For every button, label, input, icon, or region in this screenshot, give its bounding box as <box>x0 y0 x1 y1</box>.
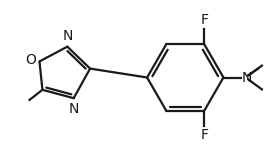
Text: O: O <box>25 53 36 67</box>
Text: N: N <box>69 102 79 116</box>
Text: F: F <box>200 13 208 27</box>
Text: N: N <box>62 29 73 43</box>
Text: F: F <box>200 128 208 142</box>
Text: N: N <box>242 71 253 84</box>
